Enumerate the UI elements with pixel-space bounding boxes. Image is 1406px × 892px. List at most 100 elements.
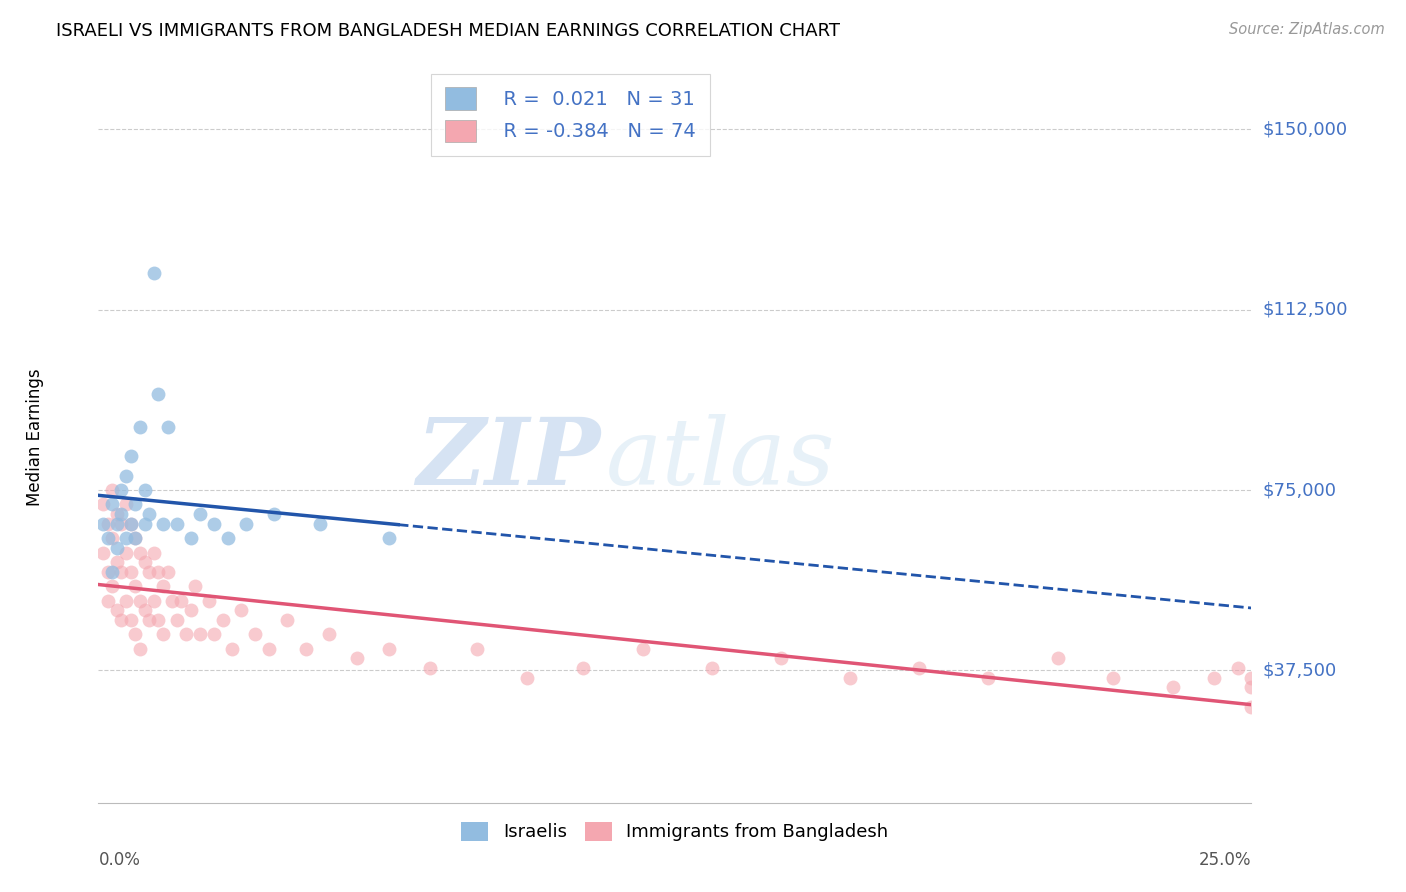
- Text: ZIP: ZIP: [416, 414, 600, 504]
- Point: [152, 579, 174, 593]
- Point: [198, 593, 221, 607]
- Point: [129, 593, 152, 607]
- Point: [105, 516, 128, 531]
- Text: Median Earnings: Median Earnings: [25, 368, 44, 506]
- Point: [180, 531, 202, 545]
- Point: [115, 593, 138, 607]
- Point: [110, 613, 132, 627]
- Point: [152, 516, 174, 531]
- Point: [231, 603, 253, 617]
- Legend: Israelis, Immigrants from Bangladesh: Israelis, Immigrants from Bangladesh: [454, 814, 896, 848]
- Point: [1046, 651, 1069, 665]
- Point: [1240, 671, 1263, 685]
- Point: [134, 603, 156, 617]
- Point: [138, 565, 160, 579]
- Point: [124, 531, 146, 545]
- Point: [124, 579, 146, 593]
- Point: [110, 565, 132, 579]
- Point: [202, 627, 225, 641]
- Point: [977, 671, 1000, 685]
- Point: [1161, 681, 1184, 695]
- Point: [378, 641, 401, 656]
- Point: [1240, 681, 1263, 695]
- Point: [908, 661, 931, 675]
- Point: [110, 516, 132, 531]
- Point: [235, 516, 257, 531]
- Point: [166, 516, 188, 531]
- Point: [105, 541, 128, 555]
- Point: [142, 267, 165, 281]
- Point: [134, 555, 156, 569]
- Point: [120, 516, 142, 531]
- Text: $112,500: $112,500: [1263, 301, 1348, 318]
- Point: [295, 641, 318, 656]
- Point: [419, 661, 441, 675]
- Point: [631, 641, 654, 656]
- Point: [97, 593, 120, 607]
- Point: [101, 483, 124, 497]
- Point: [516, 671, 538, 685]
- Point: [120, 565, 142, 579]
- Point: [142, 545, 165, 559]
- Point: [134, 516, 156, 531]
- Point: [276, 613, 298, 627]
- Point: [91, 498, 114, 512]
- Text: atlas: atlas: [606, 414, 835, 504]
- Point: [217, 531, 239, 545]
- Point: [1226, 661, 1249, 675]
- Point: [346, 651, 368, 665]
- Text: $75,000: $75,000: [1263, 481, 1337, 499]
- Point: [1240, 699, 1263, 714]
- Point: [308, 516, 330, 531]
- Point: [115, 531, 138, 545]
- Point: [212, 613, 235, 627]
- Point: [1102, 671, 1125, 685]
- Point: [1204, 671, 1226, 685]
- Point: [129, 545, 152, 559]
- Point: [110, 483, 132, 497]
- Point: [263, 507, 285, 521]
- Point: [174, 627, 197, 641]
- Point: [91, 545, 114, 559]
- Point: [115, 498, 138, 512]
- Text: ISRAELI VS IMMIGRANTS FROM BANGLADESH MEDIAN EARNINGS CORRELATION CHART: ISRAELI VS IMMIGRANTS FROM BANGLADESH ME…: [56, 22, 841, 40]
- Point: [769, 651, 792, 665]
- Point: [318, 627, 340, 641]
- Point: [156, 420, 179, 434]
- Point: [839, 671, 862, 685]
- Point: [142, 593, 165, 607]
- Text: 0.0%: 0.0%: [98, 851, 141, 869]
- Point: [97, 516, 120, 531]
- Point: [257, 641, 280, 656]
- Point: [148, 565, 170, 579]
- Point: [378, 531, 401, 545]
- Point: [115, 545, 138, 559]
- Point: [170, 593, 193, 607]
- Point: [152, 627, 174, 641]
- Point: [91, 516, 114, 531]
- Point: [134, 483, 156, 497]
- Point: [120, 450, 142, 464]
- Point: [101, 498, 124, 512]
- Point: [124, 531, 146, 545]
- Point: [156, 565, 179, 579]
- Text: Source: ZipAtlas.com: Source: ZipAtlas.com: [1229, 22, 1385, 37]
- Point: [184, 579, 207, 593]
- Point: [166, 613, 188, 627]
- Point: [120, 516, 142, 531]
- Point: [101, 531, 124, 545]
- Point: [105, 507, 128, 521]
- Point: [148, 386, 170, 401]
- Point: [571, 661, 593, 675]
- Point: [120, 613, 142, 627]
- Point: [148, 613, 170, 627]
- Point: [138, 613, 160, 627]
- Point: [110, 507, 132, 521]
- Point: [97, 565, 120, 579]
- Point: [202, 516, 225, 531]
- Text: $150,000: $150,000: [1263, 120, 1347, 138]
- Point: [129, 641, 152, 656]
- Point: [245, 627, 267, 641]
- Point: [97, 531, 120, 545]
- Point: [465, 641, 488, 656]
